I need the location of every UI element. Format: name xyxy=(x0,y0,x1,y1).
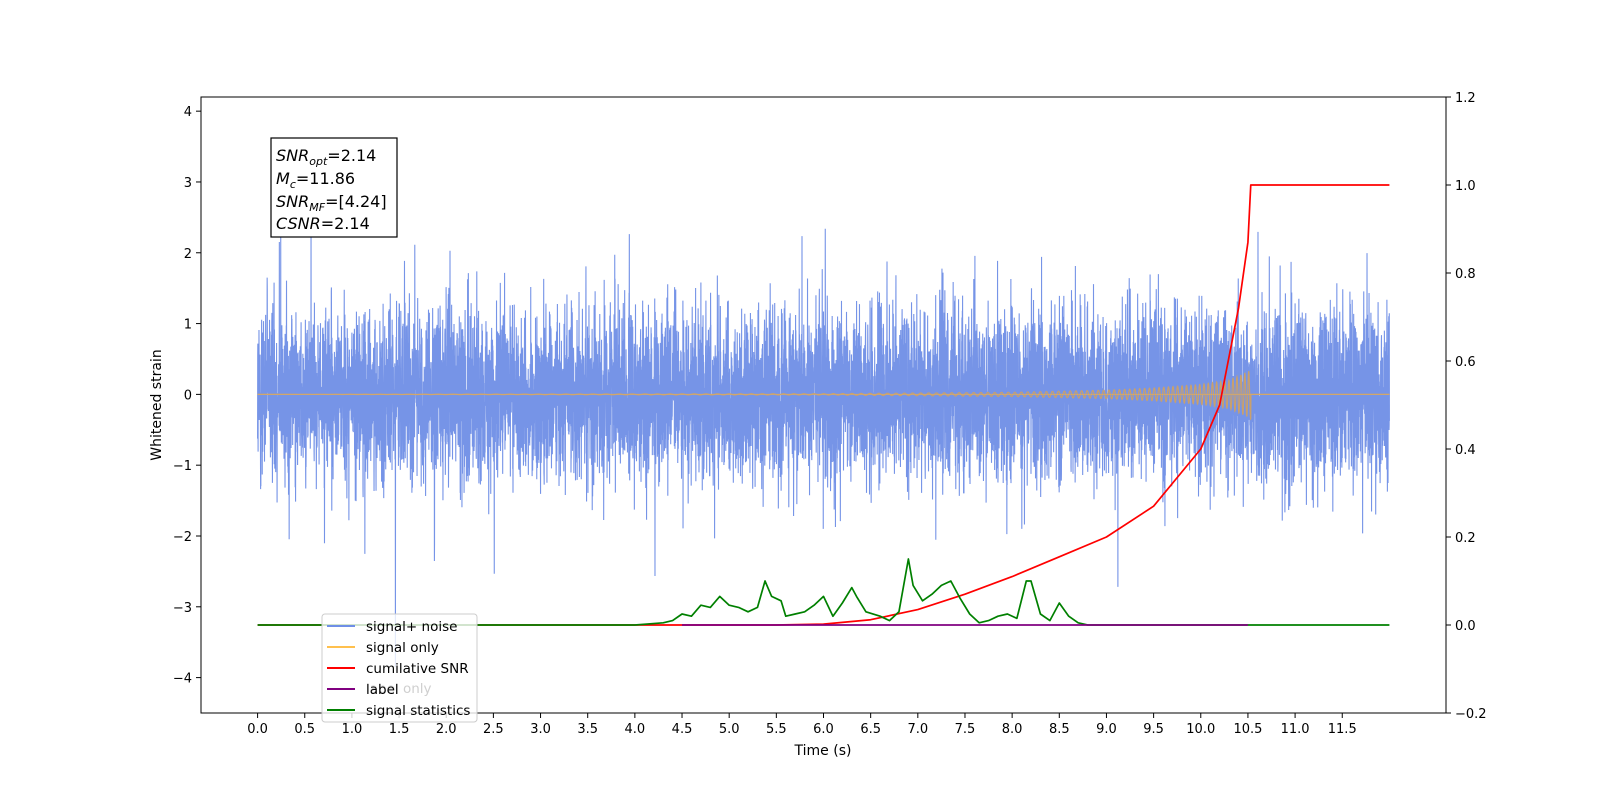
annotation-box: SNRopt=2.14 Mc=11.86 SNRMF=[4.24] CSNR=2… xyxy=(270,137,398,238)
x-tick-label: 8.5 xyxy=(1049,722,1070,737)
y2-tick-label: 0.8 xyxy=(1455,267,1476,282)
x-tick-label: 5.5 xyxy=(766,722,787,737)
x-tick-label: 9.0 xyxy=(1096,722,1117,737)
x-tick-label: 1.5 xyxy=(389,722,410,737)
y-tick-label: 2 xyxy=(184,247,192,262)
y2-tick-label: 0.2 xyxy=(1455,531,1476,546)
x-tick-label: 11.0 xyxy=(1281,722,1310,737)
x-tick-label: 11.5 xyxy=(1328,722,1357,737)
x-tick-label: 7.5 xyxy=(955,722,976,737)
y-axis-left: −4 −3 −2 −1 0 1 2 3 4 xyxy=(173,105,201,687)
y-tick-label: −4 xyxy=(173,672,192,687)
y-tick-label: 1 xyxy=(184,318,192,333)
annotation-line-snr-opt: SNRopt=2.14 xyxy=(276,146,376,168)
plot-area xyxy=(257,184,1390,667)
y-tick-label: 0 xyxy=(184,388,192,403)
legend-label-cumulative-snr: cumilative SNR xyxy=(366,661,469,677)
cumulative-snr-line xyxy=(257,184,1390,626)
y2-tick-label: 0.6 xyxy=(1455,355,1476,370)
y2-tick-label: −0.2 xyxy=(1455,707,1487,722)
x-tick-label: 2.0 xyxy=(436,722,457,737)
x-tick-label: 3.0 xyxy=(530,722,551,737)
x-axis-title: Time (s) xyxy=(794,743,852,759)
x-tick-label: 0.5 xyxy=(294,722,315,737)
legend-label-signal-plus-noise: signal+ noise xyxy=(366,619,457,635)
x-tick-label: 5.0 xyxy=(719,722,740,737)
y-tick-label: 3 xyxy=(184,176,192,191)
y-tick-label: −3 xyxy=(173,601,192,616)
y-tick-label: 4 xyxy=(184,105,192,120)
x-axis: 0.0 0.5 1.0 1.5 2.0 2.5 3.0 3.5 4.0 4.5 5.0 5.5 6.0 6… xyxy=(247,713,1357,737)
x-tick-label: 7.0 xyxy=(907,722,928,737)
x-tick-label: 0.0 xyxy=(247,722,268,737)
y2-tick-label: 1.2 xyxy=(1455,91,1476,106)
annotation-line-mc: Mc=11.86 xyxy=(276,169,355,191)
y-axis-right: −0.2 0.0 0.2 0.4 0.6 0.8 1.0 1.2 xyxy=(1446,91,1487,722)
x-tick-label: 2.5 xyxy=(483,722,504,737)
x-tick-label: 1.0 xyxy=(342,722,363,737)
x-tick-label: 10.0 xyxy=(1186,722,1215,737)
legend-hidden-text: label only xyxy=(366,681,432,697)
x-tick-label: 6.5 xyxy=(860,722,881,737)
legend-label-signal-only: signal only xyxy=(366,640,439,656)
legend-label-signal-statistics: signal statistics xyxy=(366,703,470,719)
legend: label only signal+ noise signal only cum… xyxy=(321,613,478,723)
legend-frame xyxy=(321,613,478,723)
annotation-line-csnr: CSNR=2.14 xyxy=(276,214,370,233)
annotation-line-snr-mf: SNRMF=[4.24] xyxy=(276,192,387,214)
y2-tick-label: 0.4 xyxy=(1455,443,1476,458)
x-tick-label: 9.5 xyxy=(1143,722,1164,737)
series-signal-only xyxy=(257,371,1390,421)
series-cumulative-snr xyxy=(257,184,1390,626)
x-tick-label: 4.5 xyxy=(672,722,693,737)
y-tick-label: −1 xyxy=(173,459,192,474)
signal-statistics-line xyxy=(257,558,1390,626)
x-tick-label: 3.5 xyxy=(577,722,598,737)
annotation-frame xyxy=(270,137,398,238)
legend-label-label: label xyxy=(366,682,399,698)
y2-tick-label: 1.0 xyxy=(1455,179,1476,194)
y-tick-label: −2 xyxy=(173,530,192,545)
y2-tick-label: 0.0 xyxy=(1455,619,1476,634)
x-tick-label: 6.0 xyxy=(813,722,834,737)
series-signal-statistics xyxy=(257,558,1390,626)
x-tick-label: 4.0 xyxy=(625,722,646,737)
y-axis-title: Whitened strain xyxy=(149,349,165,460)
x-tick-label: 10.5 xyxy=(1233,722,1262,737)
x-tick-label: 8.0 xyxy=(1002,722,1023,737)
